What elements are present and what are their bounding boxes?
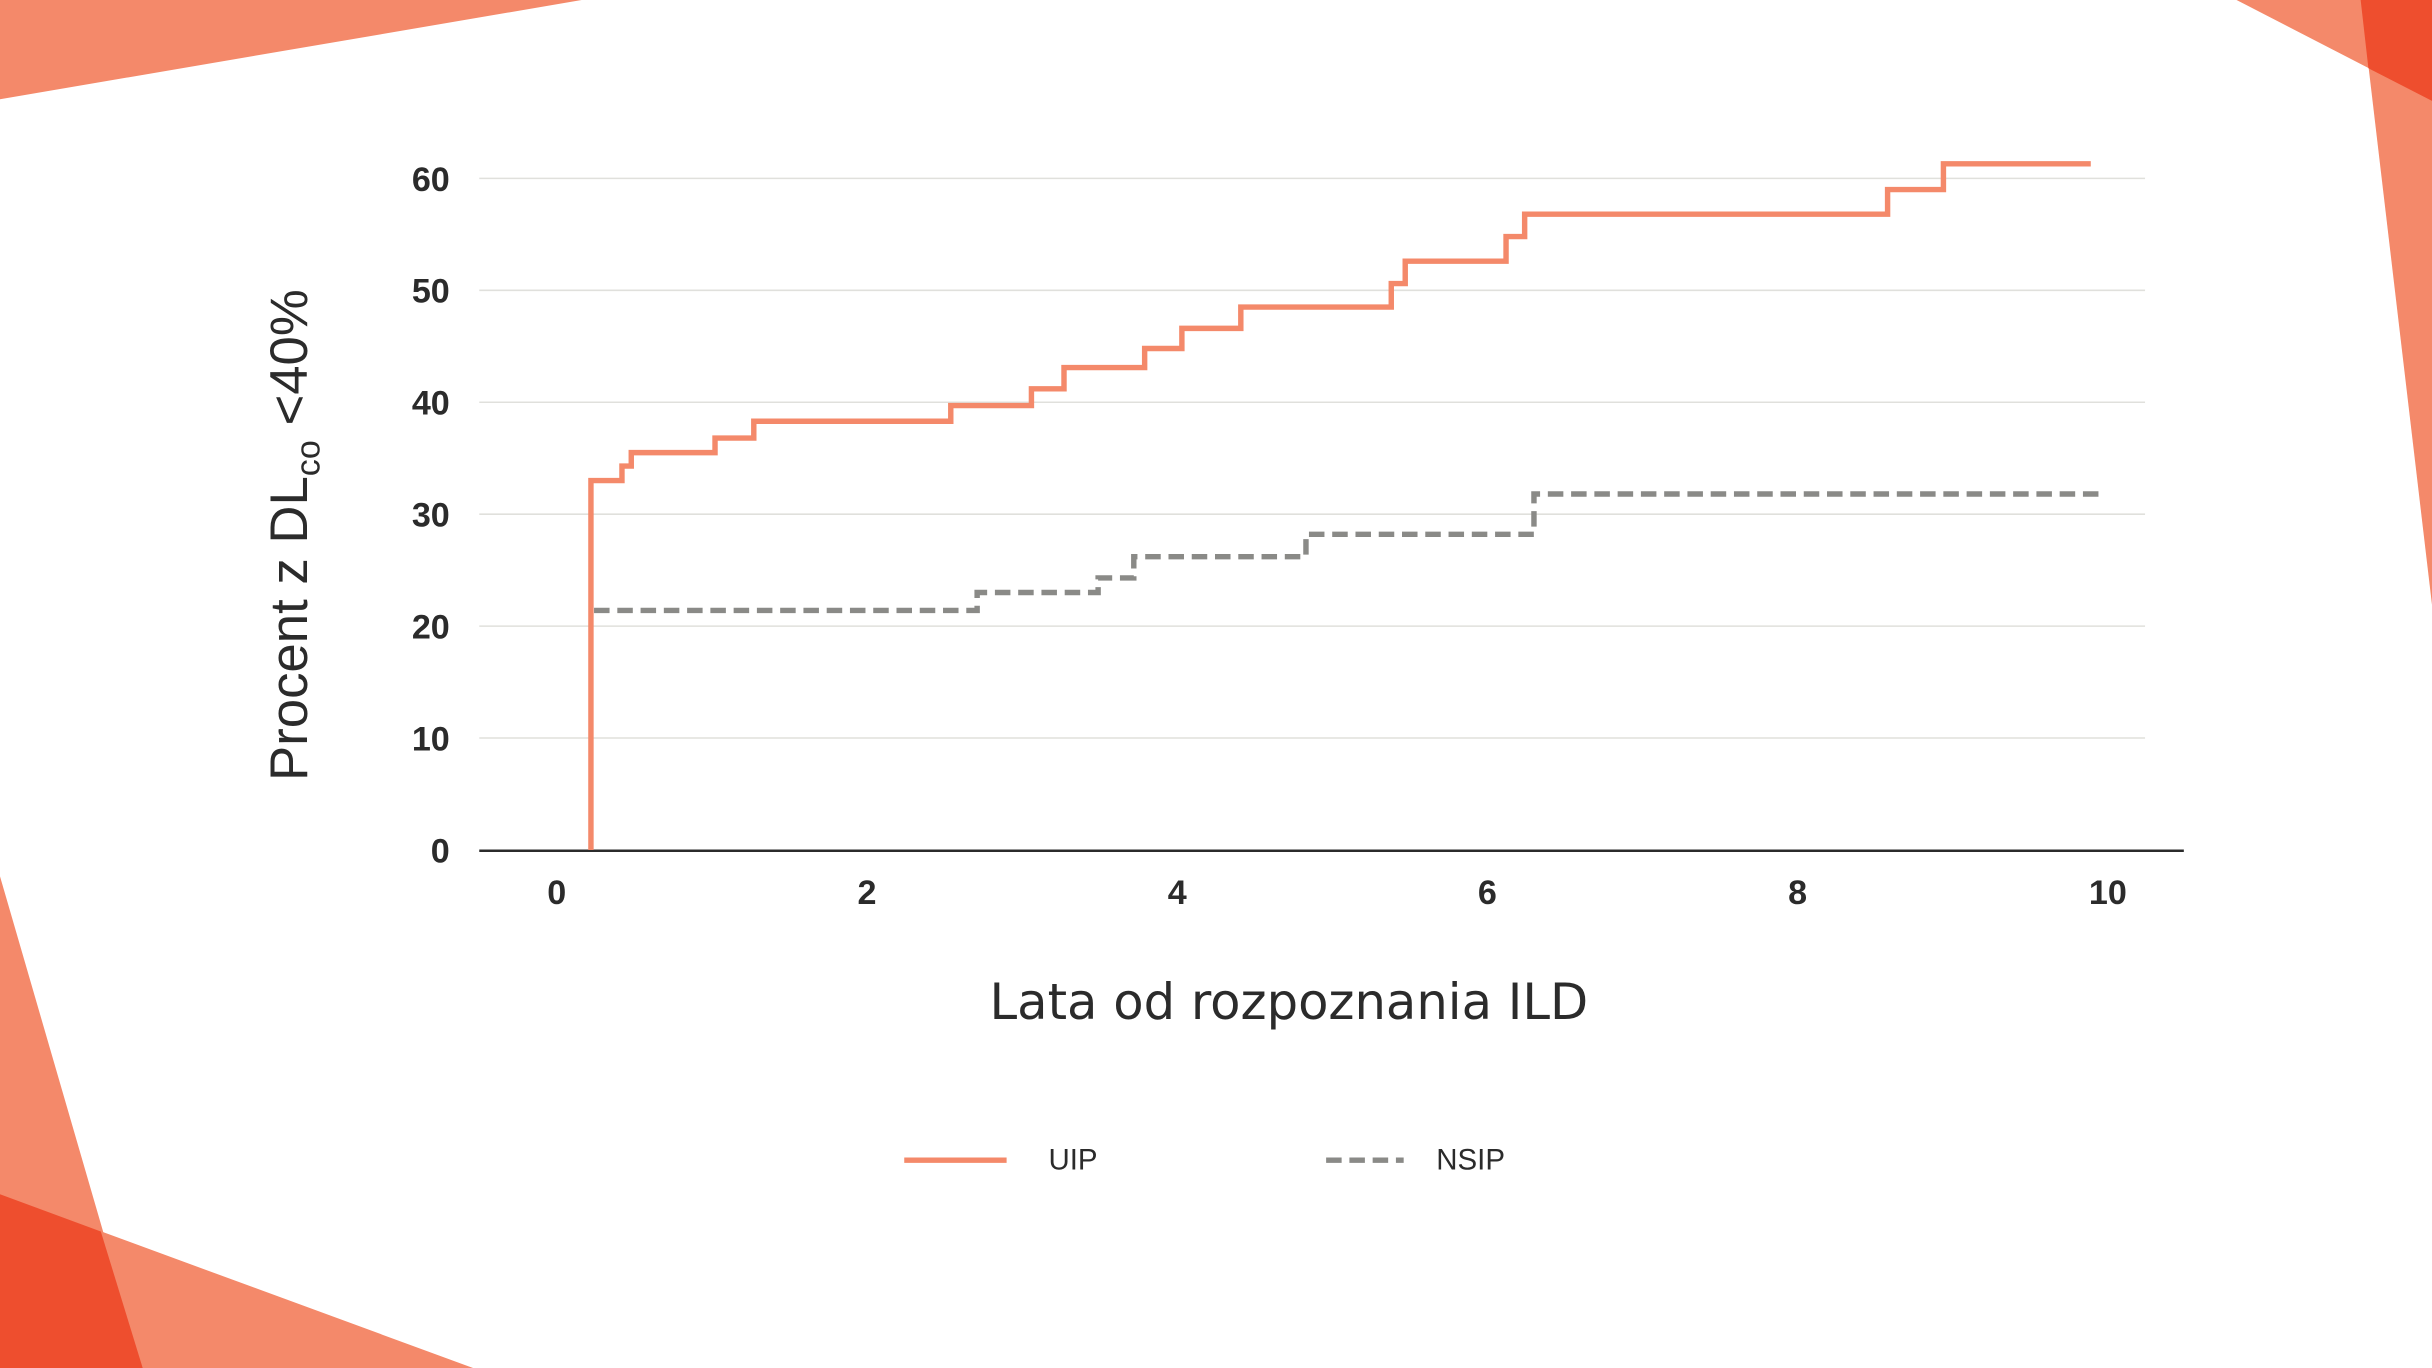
corner-shape-bottom-left-dark (0, 1194, 143, 1368)
x-tick-label: 2 (858, 874, 877, 912)
y-tick-label: 60 (412, 161, 450, 199)
legend-label-uip: UIP (1048, 1143, 1097, 1176)
y-tick-label: 50 (412, 273, 450, 311)
x-tick-label: 8 (1788, 874, 1807, 912)
x-tick-label: 0 (547, 874, 566, 912)
y-tick-labels: 0 10 20 30 40 50 60 (412, 161, 450, 871)
y-tick-label: 20 (412, 609, 450, 647)
y-tick-label: 40 (412, 385, 450, 423)
x-axis-label: Lata od rozpoznania ILD (990, 973, 1589, 1031)
corner-strip-right (2360, 0, 2432, 605)
corner-shape-top-left (0, 0, 582, 100)
y-tick-label: 0 (431, 832, 450, 870)
corner-shape-top-right-dark (2360, 0, 2432, 101)
legend: UIP NSIP (904, 1143, 1505, 1176)
y-axis-label-main: Procent z DL (260, 476, 319, 781)
y-axis-label: Procent z DLco <40% (260, 289, 327, 781)
x-tick-label: 10 (2089, 874, 2127, 912)
gridlines (479, 177, 2146, 739)
x-tick-label: 4 (1168, 874, 1187, 912)
y-axis-label-suffix: <40% (260, 289, 319, 440)
series-lines (588, 161, 2102, 850)
legend-label-nsip: NSIP (1436, 1143, 1505, 1176)
y-tick-label: 10 (412, 720, 450, 758)
series-line-nsip (594, 491, 2102, 614)
y-axis-label-subscript: co (290, 440, 328, 476)
x-tick-labels: 0 2 4 6 8 10 (547, 874, 2126, 912)
x-tick-label: 6 (1478, 874, 1497, 912)
series-line-uip (588, 161, 2091, 850)
y-tick-label: 30 (412, 497, 450, 535)
